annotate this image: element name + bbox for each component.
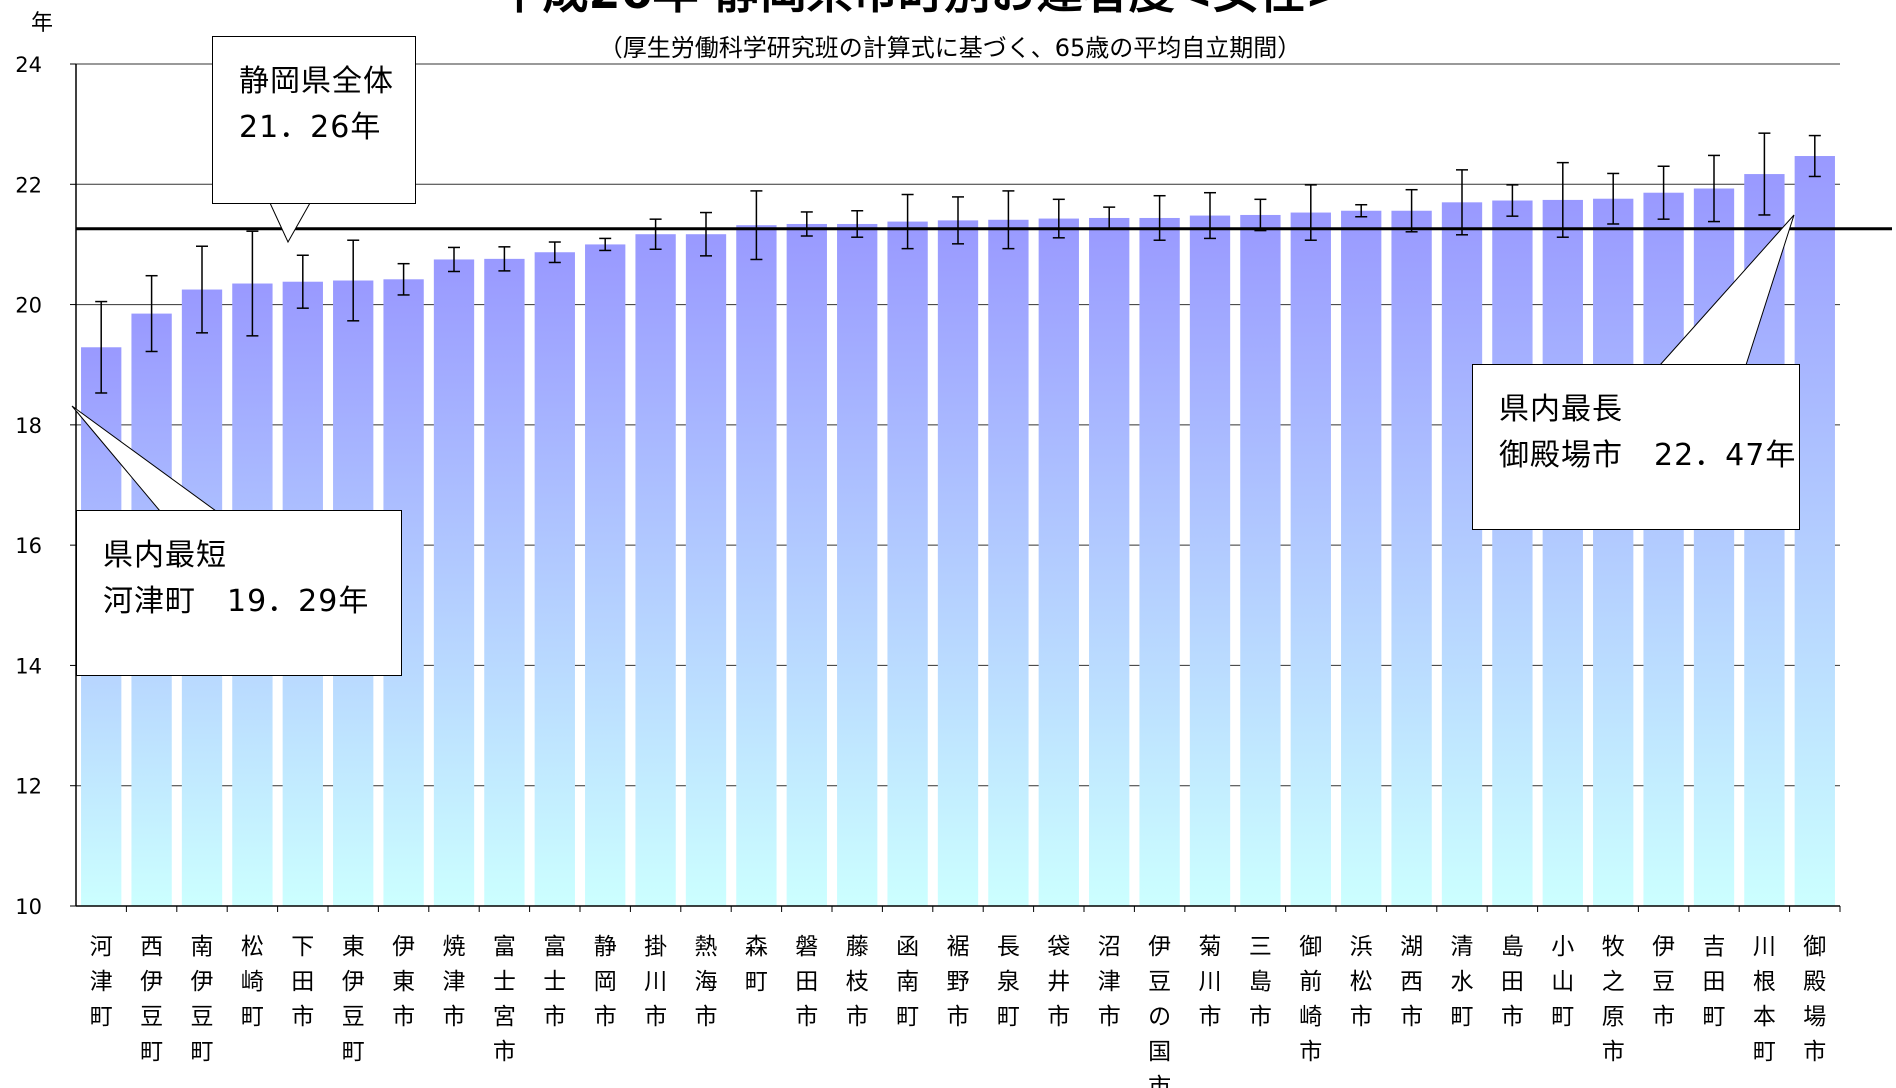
x-tick-label: 沼津市 bbox=[1098, 934, 1121, 1030]
bar bbox=[736, 225, 777, 906]
bar bbox=[1391, 210, 1432, 907]
x-tick-label: 御前崎市 bbox=[1299, 934, 1322, 1065]
x-tick-label: 熱海市 bbox=[695, 934, 718, 1030]
bar bbox=[1341, 210, 1382, 907]
y-tick-label: 14 bbox=[15, 654, 42, 678]
x-tick-label: 御殿場市 bbox=[1803, 934, 1826, 1065]
x-tick-label: 富士宮市 bbox=[493, 934, 516, 1065]
x-tick-label: 伊豆市 bbox=[1652, 934, 1675, 1030]
bar bbox=[937, 220, 979, 906]
bar bbox=[1038, 218, 1079, 906]
x-tick-label: 清水町 bbox=[1451, 934, 1474, 1030]
x-tick-label: 浜松市 bbox=[1350, 934, 1373, 1030]
x-tick-label: 川根本町 bbox=[1753, 934, 1776, 1065]
x-tick-label: 湖西市 bbox=[1400, 934, 1423, 1030]
y-axis-label: 年 bbox=[31, 11, 53, 36]
y-tick-label: 10 bbox=[15, 895, 42, 919]
x-tick-label: 下田市 bbox=[291, 934, 314, 1030]
y-tick-label: 24 bbox=[15, 53, 42, 77]
x-tick-label: 袋井市 bbox=[1047, 934, 1070, 1030]
x-tick-label: 島田市 bbox=[1501, 934, 1524, 1030]
x-tick-label: 伊東市 bbox=[392, 934, 415, 1030]
x-tick-label: 三島市 bbox=[1249, 934, 1272, 1030]
x-tick-label: 松崎町 bbox=[241, 934, 264, 1030]
x-tick-label: 焼津市 bbox=[443, 934, 466, 1030]
x-tick-label: 長泉町 bbox=[997, 934, 1020, 1030]
bar bbox=[1542, 199, 1583, 906]
x-tick-label: 伊豆の国市 bbox=[1148, 934, 1171, 1088]
callout-longest-value: 御殿場市 22．47年 bbox=[1499, 438, 1797, 473]
x-tick-label: 西伊豆町 bbox=[140, 934, 163, 1065]
x-tick-label: 菊川市 bbox=[1199, 934, 1222, 1030]
x-tick-label: 掛川市 bbox=[644, 934, 667, 1030]
callout-shortest-title: 県内最短 bbox=[103, 538, 227, 573]
callout-overall-pointer bbox=[269, 202, 311, 244]
x-tick-label: 函南町 bbox=[896, 934, 919, 1030]
bar bbox=[1240, 214, 1281, 907]
bar bbox=[1089, 217, 1130, 907]
bar bbox=[685, 234, 727, 906]
x-tick-label: 藤枝市 bbox=[846, 934, 869, 1030]
x-tick-label: 森町 bbox=[745, 934, 768, 995]
bar bbox=[1794, 156, 1835, 907]
bar bbox=[1290, 212, 1331, 906]
bar bbox=[837, 223, 878, 907]
x-tick-label: 小山町 bbox=[1551, 934, 1574, 1030]
x-tick-label: 牧之原市 bbox=[1602, 934, 1625, 1065]
bar bbox=[988, 219, 1029, 906]
chart-subtitle: （厚生労働科学研究班の計算式に基づく、65歳の平均自立期間） bbox=[599, 34, 1302, 62]
bar bbox=[1189, 215, 1231, 906]
x-tick-label: 磐田市 bbox=[795, 934, 818, 1030]
bar bbox=[484, 258, 525, 906]
callout-longest: 県内最長 御殿場市 22．47年 bbox=[1472, 364, 1800, 530]
bar bbox=[1643, 192, 1684, 907]
bar bbox=[1441, 202, 1483, 907]
x-tick-label: 南伊豆町 bbox=[191, 934, 214, 1065]
bar bbox=[534, 252, 575, 907]
x-tick-label: 静岡市 bbox=[594, 934, 617, 1030]
callout-shortest: 県内最短 河津町 19．29年 bbox=[76, 510, 402, 676]
callout-overall-value: 21．26年 bbox=[239, 110, 382, 145]
y-tick-label: 20 bbox=[15, 294, 42, 318]
bar bbox=[635, 234, 676, 906]
callout-overall-title: 静岡県全体 bbox=[239, 64, 394, 99]
callout-overall: 静岡県全体 21．26年 bbox=[212, 36, 416, 204]
x-tick-label: 河津町 bbox=[90, 934, 113, 1030]
x-tick-label: 富士市 bbox=[543, 934, 566, 1030]
y-tick-label: 16 bbox=[15, 534, 42, 558]
bar bbox=[585, 244, 626, 906]
x-tick-label: 東伊豆町 bbox=[342, 934, 365, 1065]
y-tick-label: 18 bbox=[15, 414, 42, 438]
x-tick-label: 裾野市 bbox=[947, 934, 970, 1030]
x-tick-label: 吉田町 bbox=[1703, 934, 1726, 1030]
bar bbox=[1593, 198, 1634, 907]
y-tick-label: 22 bbox=[15, 173, 42, 197]
chart-title: 平成26年 静岡県市町別お達者度<女性> bbox=[496, 0, 1343, 19]
bar bbox=[1492, 200, 1533, 906]
bar bbox=[887, 221, 928, 906]
bar bbox=[1139, 217, 1180, 907]
y-tick-label: 12 bbox=[15, 775, 42, 799]
callout-shortest-value: 河津町 19．29年 bbox=[103, 584, 370, 619]
callout-longest-title: 県内最長 bbox=[1499, 392, 1623, 427]
bar bbox=[786, 223, 827, 907]
bar bbox=[433, 259, 475, 906]
